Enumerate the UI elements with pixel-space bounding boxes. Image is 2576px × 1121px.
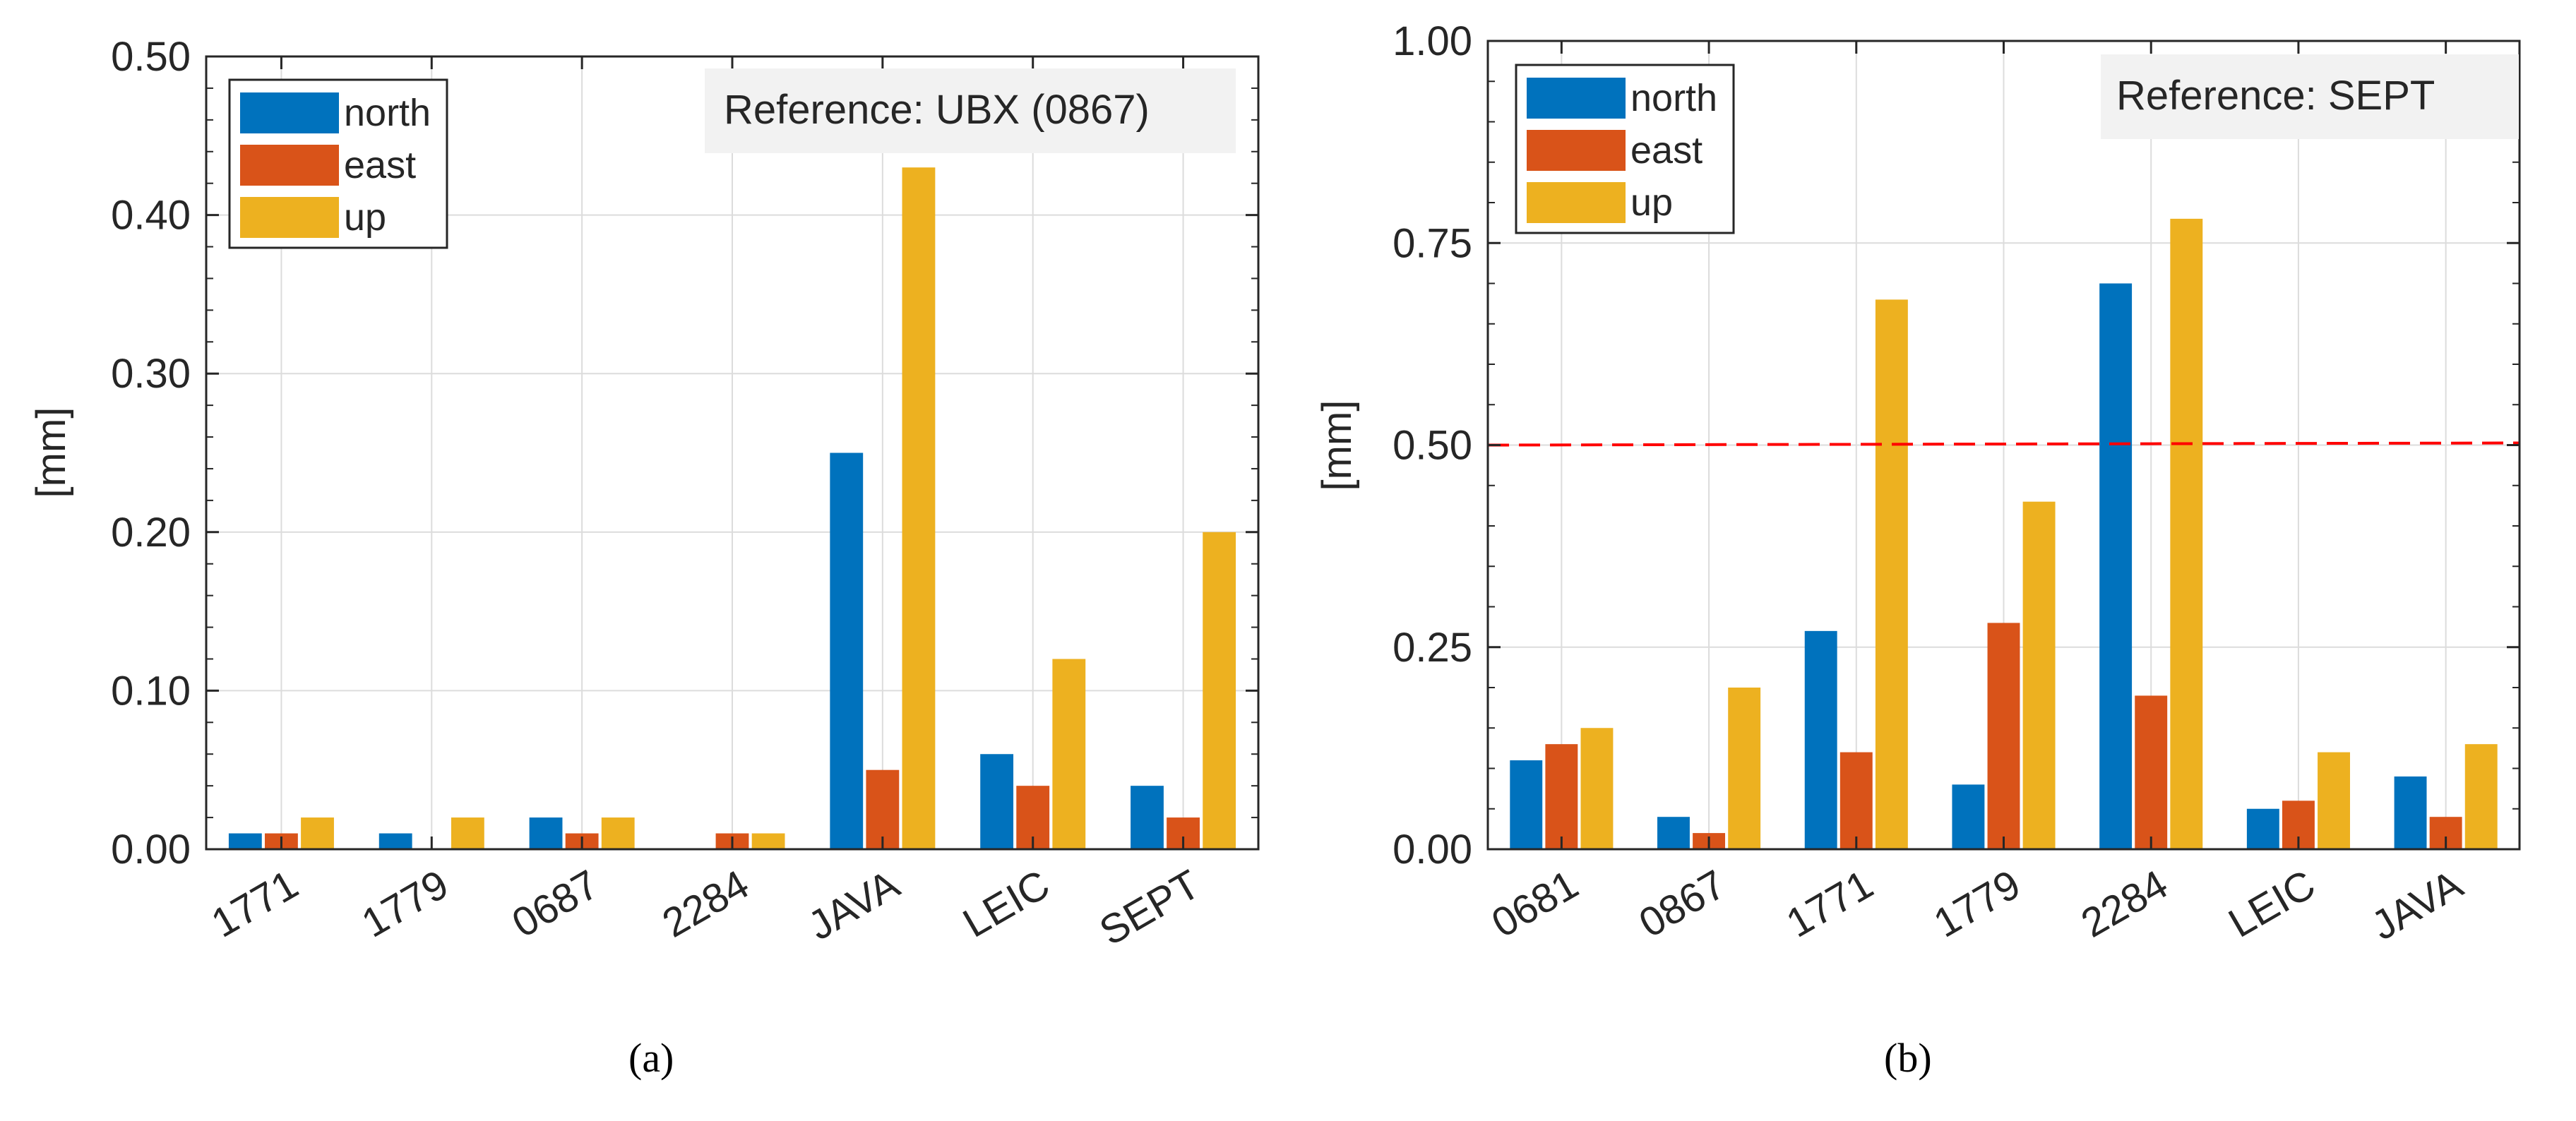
bar-up-LEIC [1052, 659, 1086, 849]
legend-label-up: up [344, 196, 386, 239]
legend-swatch-up [1527, 182, 1626, 223]
legend-swatch-east [1527, 130, 1626, 171]
bar-east-1771 [1839, 752, 1873, 849]
bar-north-0687 [529, 817, 563, 849]
bar-east-JAVA [866, 769, 900, 849]
xtick-label-JAVA: JAVA [801, 861, 907, 949]
legend: north east up [228, 78, 448, 249]
bar-north-JAVA [830, 452, 864, 849]
bar-up-0681 [1580, 728, 1614, 849]
legend-swatch-north [240, 92, 339, 133]
ytick-label: 1.00 [1393, 18, 1472, 64]
legend-swatch-up [240, 197, 339, 238]
legend-label-east: east [344, 144, 416, 186]
ytick-label: 0.00 [111, 827, 191, 873]
xtick-label-LEIC: LEIC [955, 861, 1057, 947]
axes [205, 55, 1260, 851]
caption-a: (a) [628, 1035, 674, 1081]
ytick-label: 0.10 [111, 668, 191, 714]
ytick-label: 0.50 [1393, 423, 1472, 469]
reference-label-b: Reference: SEPT [2116, 73, 2435, 119]
bar-up-0687 [601, 817, 635, 849]
bar-east-1779 [1987, 623, 2020, 849]
xtick-label-SEPT: SEPT [1092, 861, 1208, 954]
xtick-label-1771: 1771 [1779, 861, 1880, 947]
reference-label-a: Reference: UBX (0867) [724, 87, 1150, 133]
bar-north-LEIC [2246, 808, 2279, 849]
bars [1510, 218, 2498, 849]
threshold-line [1487, 441, 2520, 447]
bars [228, 167, 1236, 850]
bar-up-SEPT [1203, 532, 1236, 849]
xtick-label-1771: 1771 [204, 861, 306, 947]
bar-north-1779 [1952, 784, 1985, 849]
xtick-label-2284: 2284 [655, 861, 756, 947]
legend-label-north: north [1630, 77, 1717, 119]
bar-up-JAVA [902, 167, 936, 850]
ytick-label: 0.50 [111, 34, 191, 80]
y-axis-label-a: [mm] [28, 407, 74, 498]
ytick-label: 0.00 [1393, 827, 1472, 873]
ytick-label: 0.75 [1393, 220, 1472, 266]
bar-north-JAVA [2394, 776, 2427, 849]
bar-up-2284 [751, 833, 785, 849]
bar-north-1779 [378, 833, 412, 849]
bar-north-0681 [1510, 760, 1543, 849]
chart-a: [mm] (a) 0.00 0.10 0.20 0.30 0.40 0.50 1771 177… [28, 34, 1260, 1081]
legend-label-east: east [1630, 129, 1703, 172]
bar-up-1779 [451, 817, 484, 849]
xtick-label-1779: 1779 [354, 861, 456, 947]
ytick-label: 0.20 [111, 510, 191, 556]
bar-east-0681 [1545, 744, 1578, 849]
xtick-label-0687: 0687 [504, 861, 606, 947]
bar-north-LEIC [980, 754, 1014, 849]
xtick-label-0681: 0681 [1484, 861, 1586, 947]
caption-b: (b) [1884, 1035, 1932, 1081]
xtick-label-1779: 1779 [1926, 861, 2028, 947]
ytick-label: 0.25 [1393, 625, 1472, 671]
bar-up-0867 [1728, 688, 1761, 849]
bar-up-LEIC [2318, 752, 2350, 849]
bar-north-1771 [1804, 630, 1837, 849]
xtick-label-LEIC: LEIC [2221, 861, 2322, 947]
xtick-label-JAVA: JAVA [2363, 861, 2470, 949]
bar-north-2284 [2099, 283, 2133, 849]
legend-swatch-north [1527, 78, 1626, 119]
legend-label-up: up [1630, 181, 1673, 224]
bar-north-0867 [1657, 817, 1690, 849]
xtick-label-2284: 2284 [2073, 861, 2175, 947]
bar-up-JAVA [2464, 744, 2498, 849]
bar-up-2284 [2170, 218, 2203, 849]
reference-box-b [2101, 54, 2519, 139]
bar-east-2284 [2135, 695, 2168, 849]
bar-north-1771 [228, 833, 262, 849]
chart-b: [mm] (b) 0.00 0.25 0.50 0.75 1.00 0681 0867 177… [1314, 18, 2521, 1081]
xtick-label-0867: 0867 [1631, 861, 1733, 947]
reference-box-a [705, 68, 1236, 153]
legend-label-north: north [344, 92, 431, 134]
bar-up-1771 [301, 817, 334, 849]
ytick-label: 0.30 [111, 351, 191, 397]
legend-swatch-east [240, 145, 339, 186]
legend: north east up [1515, 64, 1735, 234]
bar-up-1779 [2022, 501, 2056, 849]
bar-north-SEPT [1131, 786, 1164, 849]
ytick-label: 0.40 [111, 193, 191, 239]
y-axis-label-b: [mm] [1314, 400, 1360, 491]
bar-up-1771 [1875, 299, 1908, 849]
